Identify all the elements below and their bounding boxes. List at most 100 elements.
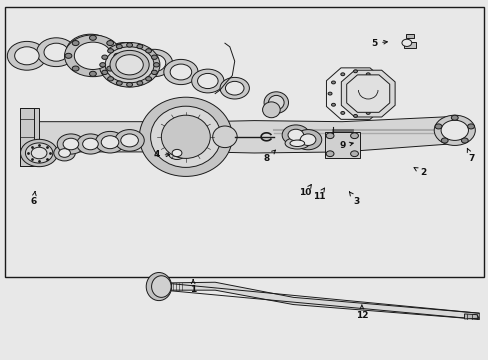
Ellipse shape [461, 138, 468, 143]
Ellipse shape [401, 39, 411, 46]
Ellipse shape [287, 129, 303, 141]
Ellipse shape [7, 41, 46, 70]
Ellipse shape [74, 42, 111, 69]
Ellipse shape [106, 41, 113, 46]
Ellipse shape [300, 134, 315, 145]
Text: 9: 9 [338, 141, 352, 150]
Ellipse shape [433, 115, 474, 145]
Ellipse shape [153, 63, 159, 67]
Ellipse shape [126, 43, 132, 47]
Ellipse shape [353, 114, 357, 117]
Ellipse shape [282, 125, 309, 145]
Ellipse shape [102, 70, 107, 75]
Text: 8: 8 [263, 150, 275, 163]
Ellipse shape [366, 112, 369, 114]
Ellipse shape [101, 136, 119, 149]
Ellipse shape [44, 43, 68, 61]
Polygon shape [464, 314, 478, 319]
Ellipse shape [145, 49, 151, 53]
Ellipse shape [450, 115, 457, 120]
Ellipse shape [353, 70, 357, 73]
Ellipse shape [111, 48, 138, 67]
Polygon shape [24, 117, 449, 153]
Ellipse shape [146, 273, 171, 301]
Ellipse shape [170, 64, 191, 80]
Polygon shape [346, 75, 389, 112]
Ellipse shape [139, 97, 232, 176]
Ellipse shape [327, 92, 331, 95]
Ellipse shape [375, 103, 379, 106]
Ellipse shape [331, 103, 335, 106]
Ellipse shape [262, 102, 280, 118]
FancyBboxPatch shape [405, 34, 413, 38]
Text: 4: 4 [153, 150, 169, 159]
Ellipse shape [331, 81, 335, 84]
Ellipse shape [116, 44, 122, 49]
Ellipse shape [20, 139, 58, 167]
Ellipse shape [289, 140, 304, 147]
Ellipse shape [145, 77, 151, 81]
Ellipse shape [82, 138, 98, 150]
Ellipse shape [161, 115, 210, 158]
Ellipse shape [102, 55, 107, 59]
Ellipse shape [89, 71, 96, 76]
Ellipse shape [191, 69, 224, 93]
Ellipse shape [116, 55, 143, 75]
Ellipse shape [105, 47, 154, 83]
Text: 5: 5 [370, 39, 386, 48]
Ellipse shape [121, 134, 138, 147]
Ellipse shape [264, 92, 288, 113]
Ellipse shape [325, 151, 333, 157]
Ellipse shape [75, 41, 106, 64]
Ellipse shape [197, 73, 218, 89]
Ellipse shape [114, 53, 121, 58]
Polygon shape [341, 70, 394, 117]
Ellipse shape [294, 130, 321, 150]
Ellipse shape [65, 53, 72, 58]
Text: 2: 2 [413, 167, 425, 177]
Ellipse shape [350, 133, 358, 139]
Ellipse shape [106, 66, 113, 71]
Ellipse shape [151, 70, 157, 75]
Text: 11: 11 [312, 188, 325, 201]
Ellipse shape [110, 50, 149, 79]
Ellipse shape [77, 134, 104, 154]
Text: 10: 10 [299, 184, 311, 197]
Ellipse shape [137, 44, 142, 49]
FancyBboxPatch shape [5, 7, 483, 277]
Ellipse shape [172, 149, 182, 157]
Ellipse shape [116, 81, 122, 85]
Ellipse shape [325, 133, 333, 139]
Text: 12: 12 [355, 305, 367, 320]
Ellipse shape [59, 149, 70, 157]
Ellipse shape [285, 138, 309, 149]
Ellipse shape [31, 147, 47, 159]
Ellipse shape [163, 59, 198, 85]
Ellipse shape [440, 138, 447, 143]
Text: 6: 6 [30, 192, 36, 206]
Text: 3: 3 [349, 192, 359, 206]
FancyBboxPatch shape [324, 132, 359, 158]
Polygon shape [20, 108, 39, 166]
Ellipse shape [107, 49, 113, 53]
Ellipse shape [212, 126, 237, 148]
Ellipse shape [64, 35, 121, 77]
Ellipse shape [89, 35, 96, 40]
Ellipse shape [57, 134, 84, 154]
Ellipse shape [151, 276, 171, 297]
Ellipse shape [440, 120, 468, 140]
Ellipse shape [268, 95, 284, 110]
Ellipse shape [126, 82, 132, 87]
Text: 1: 1 [190, 280, 196, 294]
Ellipse shape [100, 63, 105, 67]
Ellipse shape [99, 42, 160, 87]
Ellipse shape [350, 151, 358, 157]
Ellipse shape [375, 81, 379, 84]
Ellipse shape [72, 66, 79, 71]
Ellipse shape [37, 38, 76, 67]
Ellipse shape [66, 34, 115, 70]
Ellipse shape [340, 112, 344, 114]
Ellipse shape [135, 49, 172, 77]
Ellipse shape [115, 130, 144, 151]
Ellipse shape [340, 73, 344, 76]
